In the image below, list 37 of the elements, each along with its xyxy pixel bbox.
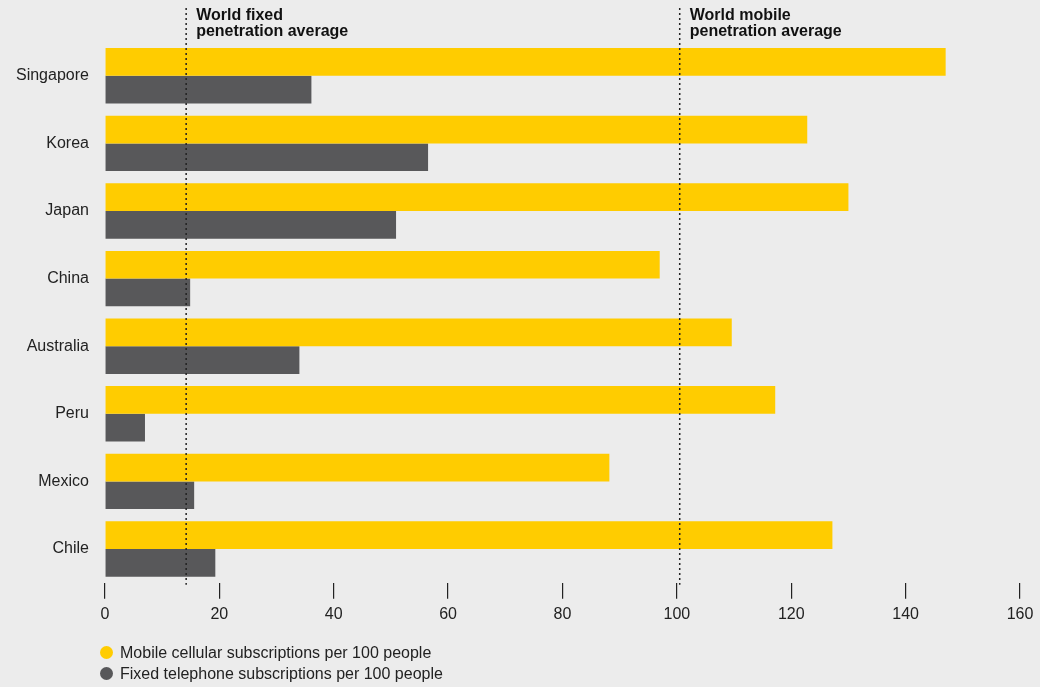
ref-line-label: World mobile penetration average <box>689 6 842 40</box>
bar <box>105 413 145 442</box>
bar <box>105 183 849 211</box>
y-tick-label: Singapore <box>15 66 90 84</box>
x-tick-label: 160 <box>1006 604 1034 622</box>
bar <box>105 318 732 347</box>
bar <box>105 250 660 279</box>
bar <box>105 143 429 172</box>
bar <box>105 386 776 414</box>
x-tick-label: 120 <box>777 604 805 622</box>
x-tick-label: 20 <box>210 604 229 622</box>
y-tick-label: Peru <box>55 404 89 422</box>
bar <box>105 549 216 577</box>
x-tick-label: 140 <box>892 604 920 622</box>
bar <box>105 453 610 482</box>
y-tick-label: Chile <box>52 539 90 557</box>
x-tick-label: 80 <box>553 604 572 622</box>
y-tick-label: Australia <box>26 336 90 354</box>
x-tick-label: 60 <box>439 604 458 622</box>
x-tick-label: 40 <box>324 604 343 622</box>
bar <box>105 211 397 239</box>
legend-label: Mobile cellular subscriptions per 100 people <box>120 643 432 663</box>
y-tick-label: China <box>47 269 90 287</box>
bar <box>105 75 312 104</box>
bar <box>105 521 833 549</box>
bar <box>105 481 195 510</box>
y-tick-label: Korea <box>46 133 90 151</box>
x-tick-label: 0 <box>100 604 110 622</box>
bar <box>105 278 191 307</box>
legend-label: Fixed telephone subscriptions per 100 people <box>120 664 443 684</box>
y-tick-label: Mexico <box>38 471 90 489</box>
y-tick-label: Japan <box>45 201 89 219</box>
bar <box>105 346 300 374</box>
ref-line-label: World fixed penetration average <box>196 6 349 40</box>
x-tick-label: 100 <box>663 604 691 622</box>
bar <box>105 115 808 144</box>
bar <box>105 48 946 76</box>
